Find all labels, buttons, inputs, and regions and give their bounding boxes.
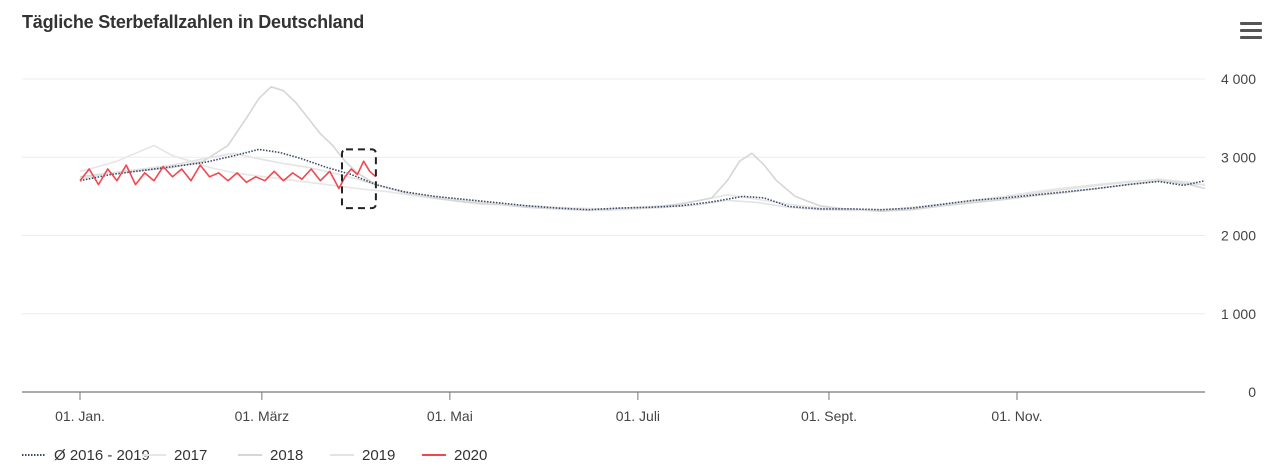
annotation [340, 148, 377, 210]
series-line--2016-2019 [79, 148, 1206, 211]
y-tick-label: 0 [1248, 384, 1256, 400]
x-axis: 01. Jan. 01. März 01. Mai 01. Juli 01. Sept.… [22, 391, 1205, 424]
y-tick-label: 2 000 [1221, 228, 1256, 244]
series-line-2017 [79, 144, 1206, 212]
annotation-box [340, 148, 377, 210]
series-lines [79, 86, 1206, 212]
grid-lines [22, 78, 1205, 315]
x-tick-label: 01. März [235, 408, 289, 424]
legend: Ø 2016 - 2019 2017 2018 2019 2020 [22, 447, 487, 464]
y-tick-label: 4 000 [1221, 71, 1256, 87]
legend-item-label[interactable]: 2019 [362, 447, 395, 464]
y-tick-label: 3 000 [1221, 149, 1256, 165]
legend-item-label[interactable]: 2018 [270, 447, 303, 464]
x-tick-label: 01. Sept. [801, 408, 857, 424]
x-tick-label: 01. Mai [427, 408, 473, 424]
y-tick-label: 1 000 [1221, 306, 1256, 322]
legend-item-label[interactable]: 2017 [174, 447, 207, 464]
x-tick-label: 01. Juli [616, 408, 660, 424]
y-axis: 0 1 000 2 000 3 000 4 000 [1221, 71, 1256, 400]
series-line-2019 [79, 152, 1206, 212]
x-tick-label: 01. Nov. [991, 408, 1042, 424]
x-tick-label: 01. Jan. [55, 408, 105, 424]
chart-title: Tägliche Sterbefallzahlen in Deutschland [22, 12, 365, 32]
legend-item-label[interactable]: 2020 [454, 447, 487, 464]
series-line-2020 [79, 160, 377, 190]
legend-item-label[interactable]: Ø 2016 - 2019 [54, 447, 150, 464]
menu-icon[interactable] [1238, 22, 1264, 44]
